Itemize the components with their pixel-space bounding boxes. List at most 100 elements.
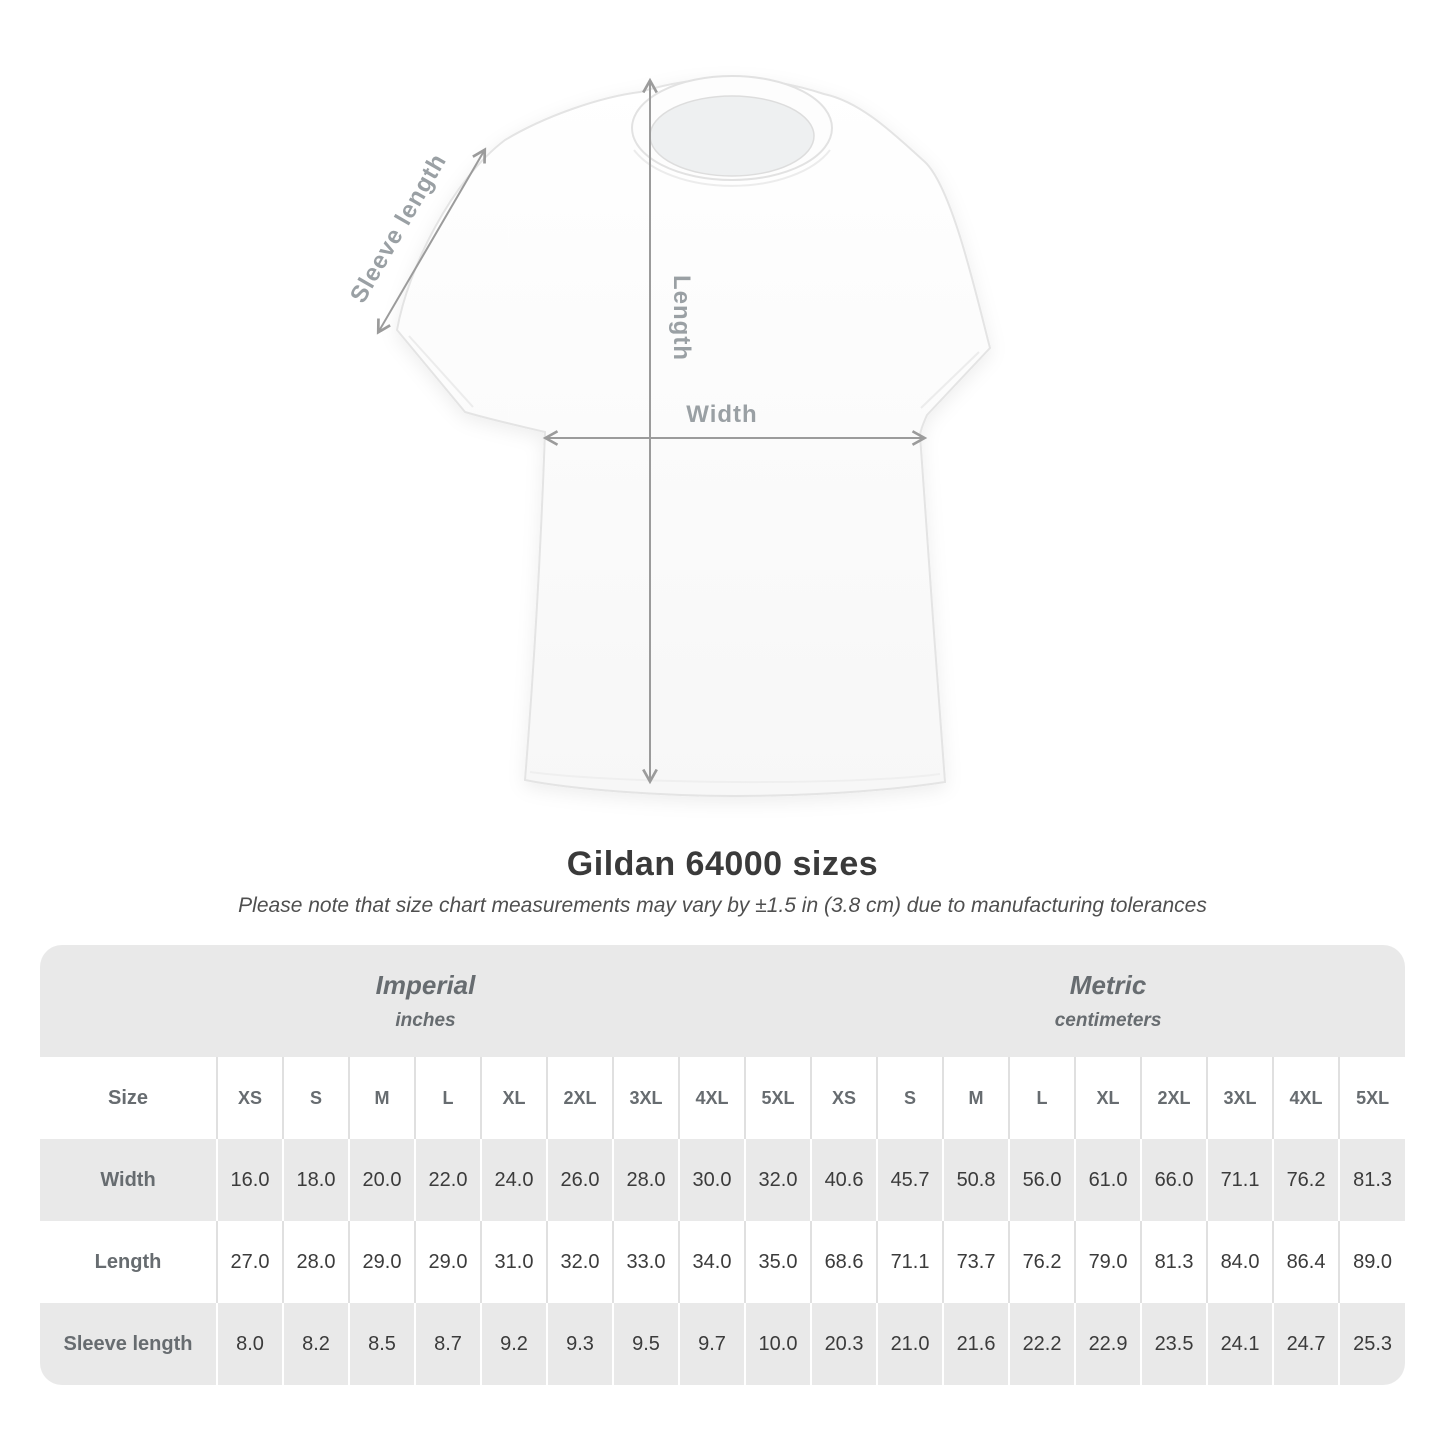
size-col-header: M bbox=[942, 1057, 1010, 1139]
size-col-header: 4XL bbox=[1272, 1057, 1340, 1139]
imperial-group-unit: inches bbox=[395, 1010, 456, 1032]
size-col-header: 5XL bbox=[1338, 1057, 1405, 1139]
measurement-cell: 16.0 bbox=[216, 1139, 283, 1221]
measurement-cell: 68.6 bbox=[810, 1221, 878, 1303]
tolerance-note: Please note that size chart measurements… bbox=[238, 894, 1207, 917]
size-col-header: L bbox=[1008, 1057, 1076, 1139]
measurement-cell: 22.9 bbox=[1074, 1303, 1142, 1385]
measurement-cell: 32.0 bbox=[743, 1139, 812, 1221]
size-chart-table: Imperial inches Metric centimeters Size … bbox=[40, 945, 1405, 1385]
measurement-cell: 25.3 bbox=[1338, 1303, 1405, 1385]
measurement-cell: 71.1 bbox=[1206, 1139, 1274, 1221]
measurement-cell: 79.0 bbox=[1074, 1221, 1142, 1303]
size-col-header: S bbox=[876, 1057, 944, 1139]
size-col-header: 3XL bbox=[1206, 1057, 1274, 1139]
measurement-cell: 66.0 bbox=[1140, 1139, 1208, 1221]
row-label: Sleeve length bbox=[63, 1332, 193, 1355]
measurement-cell: 86.4 bbox=[1272, 1221, 1340, 1303]
measurement-cell: 29.0 bbox=[348, 1221, 415, 1303]
measurement-cell: 61.0 bbox=[1074, 1139, 1142, 1221]
size-col-header: XL bbox=[480, 1057, 547, 1139]
measurement-cell: 26.0 bbox=[546, 1139, 613, 1221]
imperial-group-header: Imperial inches bbox=[40, 945, 812, 1057]
measurement-cell: 27.0 bbox=[216, 1221, 283, 1303]
measurement-cell: 22.2 bbox=[1008, 1303, 1076, 1385]
size-header-row: Size XS S M L XL 2XL 3XL 4XL 5XL XS S M … bbox=[40, 1057, 1405, 1139]
size-col-header: 2XL bbox=[1140, 1057, 1208, 1139]
measurement-cell: 71.1 bbox=[876, 1221, 944, 1303]
measurement-cell: 24.1 bbox=[1206, 1303, 1274, 1385]
size-col-header: 3XL bbox=[612, 1057, 679, 1139]
measurement-cell: 18.0 bbox=[282, 1139, 349, 1221]
measurement-cell: 76.2 bbox=[1008, 1221, 1076, 1303]
metric-group-header: Metric centimeters bbox=[811, 945, 1405, 1057]
measurement-cell: 21.6 bbox=[942, 1303, 1010, 1385]
measurement-cell: 23.5 bbox=[1140, 1303, 1208, 1385]
length-label: Length bbox=[668, 275, 695, 361]
length-row: Length 27.0 28.0 29.0 29.0 31.0 32.0 33.… bbox=[40, 1221, 1405, 1303]
row-label: Width bbox=[100, 1168, 156, 1191]
measurement-cell: 20.0 bbox=[348, 1139, 415, 1221]
measurement-cell: 20.3 bbox=[810, 1303, 878, 1385]
size-row-header: Size bbox=[107, 1086, 149, 1109]
size-chart: Imperial inches Metric centimeters Size … bbox=[40, 945, 1405, 1385]
measurement-cell: 21.0 bbox=[876, 1303, 944, 1385]
measurement-cell: 8.2 bbox=[282, 1303, 349, 1385]
measurement-cell: 31.0 bbox=[480, 1221, 547, 1303]
measurement-cell: 9.5 bbox=[612, 1303, 679, 1385]
row-label: Length bbox=[94, 1250, 162, 1273]
measurement-annotations bbox=[376, 77, 928, 785]
collar-opening bbox=[649, 95, 815, 177]
measurement-cell: 56.0 bbox=[1008, 1139, 1076, 1221]
size-col-header: 4XL bbox=[678, 1057, 745, 1139]
measurement-cell: 89.0 bbox=[1338, 1221, 1405, 1303]
measurement-cell: 24.0 bbox=[480, 1139, 547, 1221]
measurement-cell: 28.0 bbox=[612, 1139, 679, 1221]
sleeve-length-measure-line bbox=[376, 147, 487, 335]
width-label: Width bbox=[686, 401, 757, 428]
size-col-header: L bbox=[414, 1057, 481, 1139]
measurement-cell: 40.6 bbox=[810, 1139, 878, 1221]
measurement-cell: 32.0 bbox=[546, 1221, 613, 1303]
imperial-group-title: Imperial bbox=[375, 969, 476, 1000]
size-col-header: M bbox=[348, 1057, 415, 1139]
measurement-cell: 76.2 bbox=[1272, 1139, 1340, 1221]
measurement-cell: 29.0 bbox=[414, 1221, 481, 1303]
measurement-cell: 8.7 bbox=[414, 1303, 481, 1385]
measurement-cell: 8.5 bbox=[348, 1303, 415, 1385]
measurement-cell: 9.7 bbox=[678, 1303, 745, 1385]
size-col-header: S bbox=[282, 1057, 349, 1139]
size-col-header: XL bbox=[1074, 1057, 1142, 1139]
measurement-cell: 81.3 bbox=[1338, 1139, 1405, 1221]
measurement-cell: 8.0 bbox=[216, 1303, 283, 1385]
tshirt-diagram: Sleeve length Length Width bbox=[345, 75, 992, 798]
measurement-cell: 28.0 bbox=[282, 1221, 349, 1303]
sleeve-length-row: Sleeve length 8.0 8.2 8.5 8.7 9.2 9.3 9.… bbox=[40, 1303, 1405, 1385]
page-title: Gildan 64000 sizes bbox=[566, 845, 879, 883]
width-row: Width 16.0 18.0 20.0 22.0 24.0 26.0 28.0… bbox=[40, 1139, 1405, 1221]
measurement-cell: 30.0 bbox=[678, 1139, 745, 1221]
hem-stitch bbox=[529, 771, 941, 784]
right-cuff-stitch bbox=[920, 351, 980, 409]
measurement-cell: 9.3 bbox=[546, 1303, 613, 1385]
measurement-cell: 73.7 bbox=[942, 1221, 1010, 1303]
size-col-header: 5XL bbox=[743, 1057, 812, 1139]
unit-group-row: Imperial inches Metric centimeters bbox=[40, 945, 1405, 1057]
measurement-cell: 45.7 bbox=[876, 1139, 944, 1221]
measurement-cell: 33.0 bbox=[612, 1221, 679, 1303]
metric-group-unit: centimeters bbox=[1054, 1010, 1162, 1032]
measurement-cell: 81.3 bbox=[1140, 1221, 1208, 1303]
metric-group-title: Metric bbox=[1069, 969, 1147, 1000]
left-cuff-stitch bbox=[408, 335, 474, 408]
measurement-cell: 35.0 bbox=[743, 1221, 812, 1303]
measurement-cell: 34.0 bbox=[678, 1221, 745, 1303]
measurement-cell: 84.0 bbox=[1206, 1221, 1274, 1303]
size-col-header: XS bbox=[216, 1057, 283, 1139]
measurement-cell: 50.8 bbox=[942, 1139, 1010, 1221]
measurement-cell: 24.7 bbox=[1272, 1303, 1340, 1385]
measurement-cell: 22.0 bbox=[414, 1139, 481, 1221]
measurement-cell: 9.2 bbox=[480, 1303, 547, 1385]
size-col-header: XS bbox=[810, 1057, 878, 1139]
measurement-cell: 10.0 bbox=[743, 1303, 812, 1385]
tshirt-illustration bbox=[395, 75, 992, 798]
